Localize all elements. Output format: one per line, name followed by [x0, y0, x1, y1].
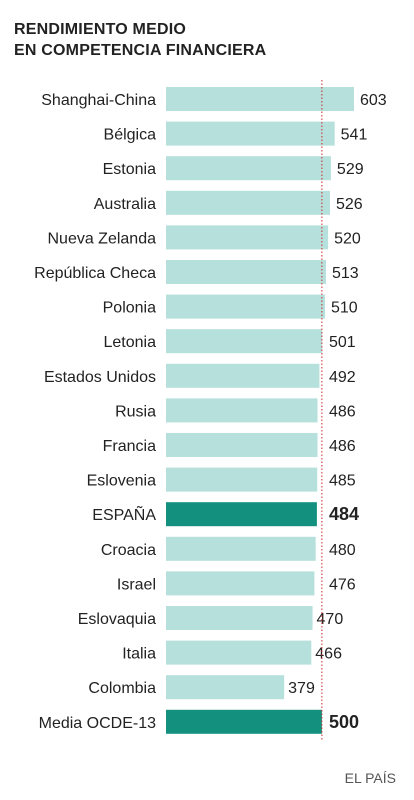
bar-polonia	[166, 294, 326, 319]
category-label-estonia: Estonia	[103, 161, 156, 178]
category-label-croacia: Croacia	[101, 542, 156, 559]
bar-israel	[166, 571, 315, 596]
category-label-polonia: Polonia	[103, 300, 156, 317]
category-label-nueva-zelanda: Nueva Zelanda	[47, 230, 156, 247]
category-label-israel: Israel	[117, 576, 156, 593]
category-label-australia: Australia	[94, 196, 156, 213]
category-label-belgica: Bélgica	[104, 127, 157, 144]
category-label-eslovaquia: Eslovaquia	[78, 611, 156, 628]
category-label-colombia: Colombia	[88, 680, 156, 697]
bar-letonia	[166, 329, 323, 354]
bar-eslovaquia	[166, 606, 313, 630]
category-label-espana: ESPAÑA	[92, 504, 156, 524]
value-label-eslovaquia: 470	[317, 611, 344, 628]
category-label-media-ocde-13: Media OCDE-13	[39, 715, 156, 732]
category-label-republica-checa: República Checa	[34, 265, 156, 282]
value-label-nueva-zelanda: 520	[334, 230, 361, 247]
value-label-estonia: 529	[337, 161, 364, 178]
chart-title-line-2: EN COMPETENCIA FINANCIERA	[14, 42, 267, 59]
value-label-israel: 476	[329, 576, 356, 593]
bar-estonia	[166, 156, 331, 181]
value-label-rusia: 486	[329, 403, 356, 420]
category-label-francia: Francia	[103, 438, 156, 455]
value-label-croacia: 480	[329, 542, 356, 559]
category-label-italia: Italia	[122, 646, 156, 663]
value-label-colombia: 379	[288, 680, 315, 697]
bar-croacia	[166, 536, 316, 561]
value-label-media-ocde-13: 500	[329, 712, 359, 732]
bar-colombia	[166, 675, 285, 700]
category-label-shanghai-china: Shanghai-China	[41, 92, 156, 109]
bar-media-ocde-13	[166, 709, 322, 734]
bar-francia	[166, 433, 318, 457]
value-label-australia: 526	[336, 196, 363, 213]
value-label-eslovenia: 485	[329, 473, 356, 490]
bar-belgica	[166, 121, 335, 146]
value-label-espana: 484	[329, 504, 359, 524]
bar-rusia	[166, 398, 318, 423]
bar-espana	[166, 502, 317, 527]
source-credit: EL PAÍS	[344, 770, 396, 786]
category-label-estados-unidos: Estados Unidos	[44, 369, 156, 386]
bar-australia	[166, 190, 330, 215]
value-label-letonia: 501	[329, 334, 356, 351]
value-label-polonia: 510	[331, 300, 358, 317]
value-label-estados-unidos: 492	[329, 369, 356, 386]
chart-title-line-1: RENDIMIENTO MEDIO	[14, 21, 187, 38]
category-label-letonia: Letonia	[104, 334, 157, 351]
bar-republica-checa	[166, 260, 326, 284]
bar-nueva-zelanda	[166, 225, 329, 250]
category-label-eslovenia: Eslovenia	[87, 473, 156, 490]
value-label-republica-checa: 513	[332, 265, 359, 282]
value-label-italia: 466	[315, 646, 342, 663]
category-label-rusia: Rusia	[115, 403, 156, 420]
bar-italia	[166, 640, 312, 665]
value-label-belgica: 541	[341, 127, 368, 144]
bar-eslovenia	[166, 467, 318, 492]
value-label-shanghai-china: 603	[360, 92, 387, 109]
value-label-francia: 486	[329, 438, 356, 455]
chart-title: RENDIMIENTO MEDIO EN COMPETENCIA FINANCI…	[14, 19, 266, 61]
bar-shanghai-china	[166, 87, 354, 111]
bar-chart: Shanghai-China 603 Bélgica 541 Estonia 529 Aus…	[34, 80, 387, 741]
bar-estados-unidos	[166, 363, 320, 388]
